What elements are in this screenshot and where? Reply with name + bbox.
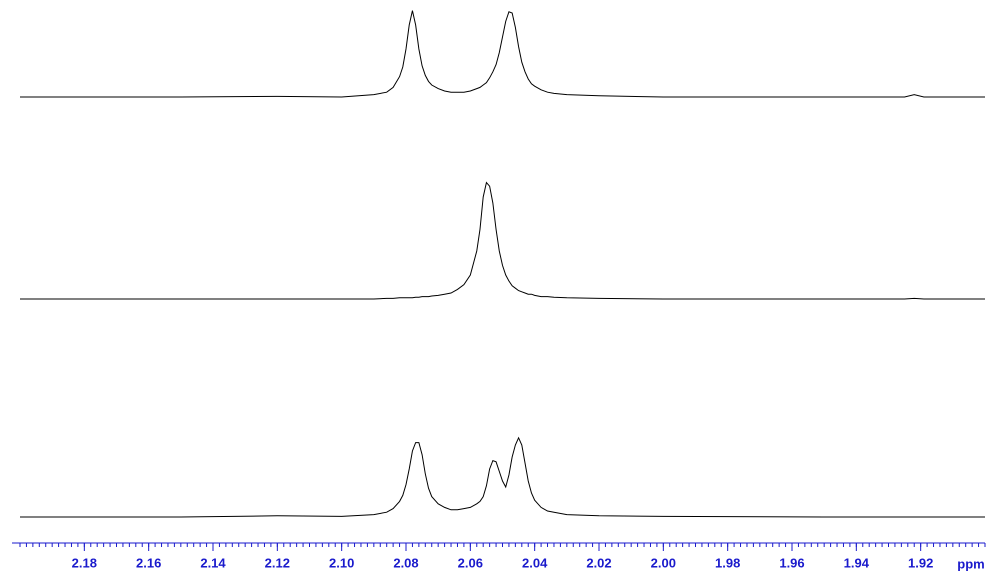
x-tick-label: 2.00	[651, 555, 676, 570]
x-tick-label: 2.14	[200, 555, 226, 570]
x-tick-label: 1.94	[844, 555, 870, 570]
spectrum-trace	[20, 436, 985, 518]
x-tick-label: 2.12	[265, 555, 290, 570]
x-tick-label: 2.16	[136, 555, 161, 570]
x-tick-label: 1.96	[779, 555, 804, 570]
spectrum-trace	[20, 10, 985, 98]
x-tick-label: 2.18	[72, 555, 97, 570]
x-tick-label: 2.04	[522, 555, 548, 570]
x-axis-label: ppm	[957, 556, 984, 571]
spectrum-trace	[20, 181, 985, 300]
x-tick-label: 2.02	[586, 555, 611, 570]
x-tick-label: 2.10	[329, 555, 354, 570]
x-tick-label: 1.98	[715, 555, 740, 570]
x-tick-label: 2.08	[393, 555, 418, 570]
x-tick-label: 2.06	[458, 555, 483, 570]
x-tick-label: 1.92	[908, 555, 933, 570]
